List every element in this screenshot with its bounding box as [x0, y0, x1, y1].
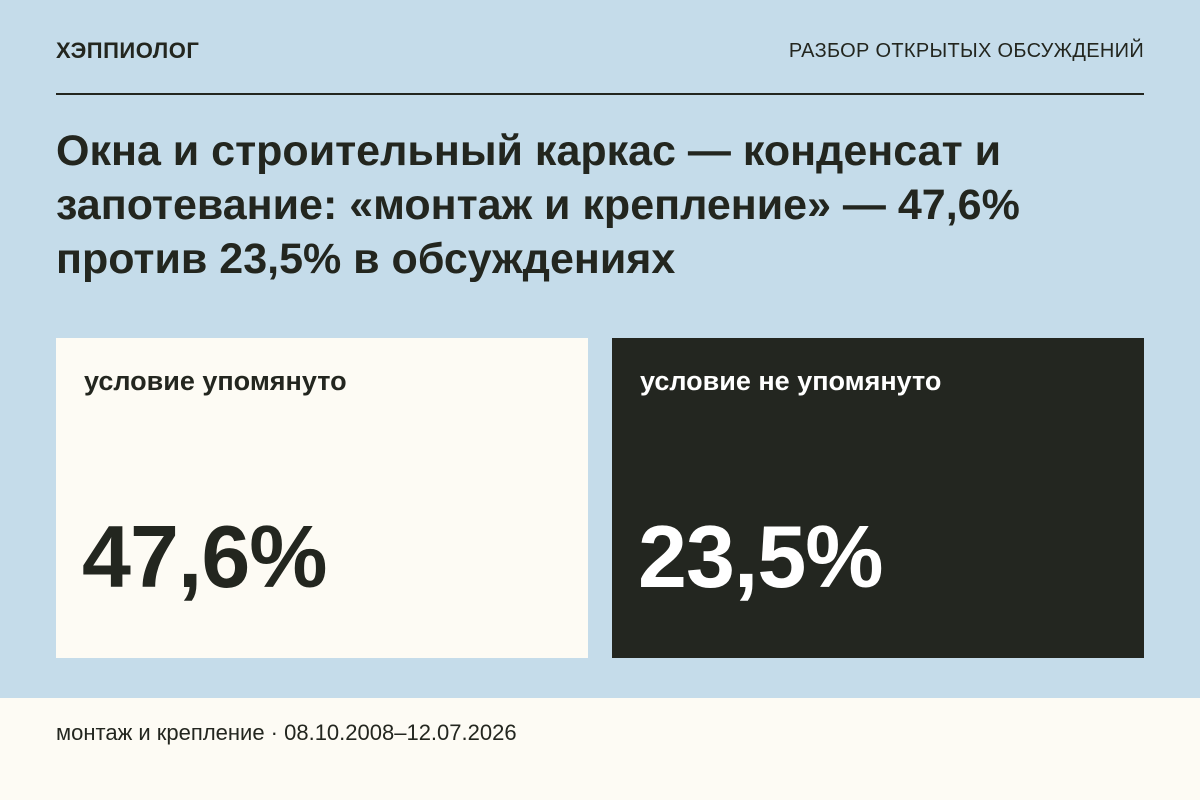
stat-card-not-mentioned: условие не упомянуто 23,5%	[612, 338, 1144, 658]
stat-card-label: условие не упомянуто	[640, 366, 942, 396]
footer-caption: монтаж и крепление · 08.10.2008–12.07.20…	[56, 720, 517, 745]
header-divider	[56, 93, 1144, 95]
stat-card-label: условие упомянуто	[84, 366, 347, 396]
stat-card-value: 47,6%	[82, 507, 328, 606]
brand-logo-text: ХЭППИОЛОГ	[56, 38, 200, 63]
stat-card-value: 23,5%	[638, 507, 884, 606]
footer: монтаж и крепление · 08.10.2008–12.07.20…	[0, 698, 1200, 800]
stat-card-mentioned: условие упомянуто 47,6%	[56, 338, 588, 658]
headline: Окна и строительный каркас — конденсат и…	[56, 127, 1020, 283]
section-title: РАЗБОР ОТКРЫТЫХ ОБСУЖДЕНИЙ	[788, 40, 1144, 62]
